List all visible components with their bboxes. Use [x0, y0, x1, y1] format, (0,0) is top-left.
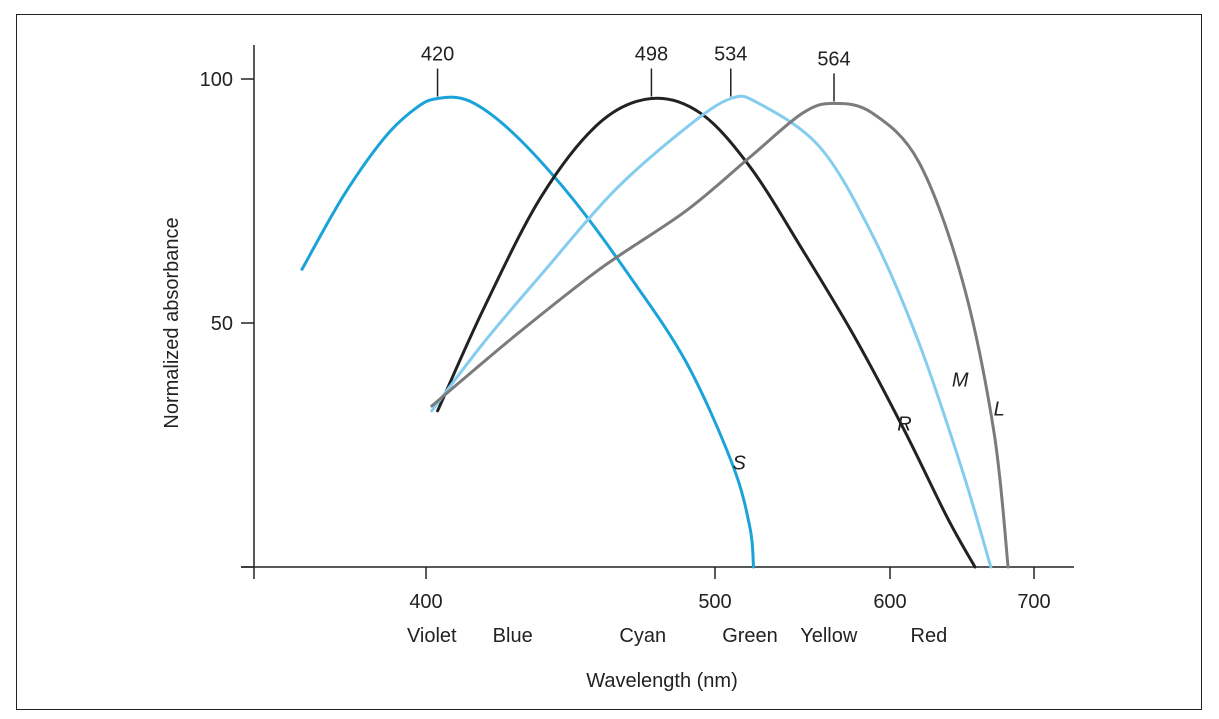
- peak-label-498: 498: [635, 44, 668, 66]
- x-tick-label-500: 500: [698, 591, 731, 613]
- peak-label-564: 564: [817, 48, 850, 70]
- y-ticks: 100 50: [200, 69, 254, 568]
- peak-markers: 420 498 534 564: [421, 44, 851, 102]
- x-axis-title: Wavelength (nm): [586, 670, 738, 692]
- curve-label-l: L: [994, 399, 1005, 421]
- curve-m: [430, 94, 993, 569]
- color-band-labels: Violet Blue Cyan Green Yellow Red: [407, 625, 947, 647]
- absorbance-curves: [300, 94, 1010, 569]
- y-tick-label-100: 100: [200, 69, 233, 91]
- peak-label-534: 534: [714, 44, 747, 66]
- color-band-violet: Violet: [407, 625, 457, 647]
- figure-frame: [16, 14, 1202, 710]
- x-tick-label-400: 400: [409, 591, 442, 613]
- curve-r: [436, 96, 977, 569]
- curve-label-s: S: [733, 452, 747, 474]
- x-tick-label-700: 700: [1017, 591, 1050, 613]
- color-band-blue: Blue: [493, 625, 533, 647]
- peak-label-420: 420: [421, 44, 454, 66]
- axes: [241, 45, 1074, 568]
- y-axis-title: Normalized absorbance: [161, 217, 183, 428]
- curve-labels: S R M L: [733, 369, 1005, 474]
- x-tick-label-600: 600: [873, 591, 906, 613]
- color-band-green: Green: [722, 625, 778, 647]
- color-band-red: Red: [911, 625, 948, 647]
- x-ticks: 400 500 600 700: [253, 567, 1051, 613]
- curve-l: [430, 101, 1010, 569]
- y-tick-label-50: 50: [211, 313, 233, 335]
- color-band-yellow: Yellow: [800, 625, 858, 647]
- color-band-cyan: Cyan: [619, 625, 666, 647]
- curve-label-r: R: [897, 413, 911, 435]
- curve-s: [300, 95, 755, 569]
- curve-label-m: M: [952, 369, 969, 391]
